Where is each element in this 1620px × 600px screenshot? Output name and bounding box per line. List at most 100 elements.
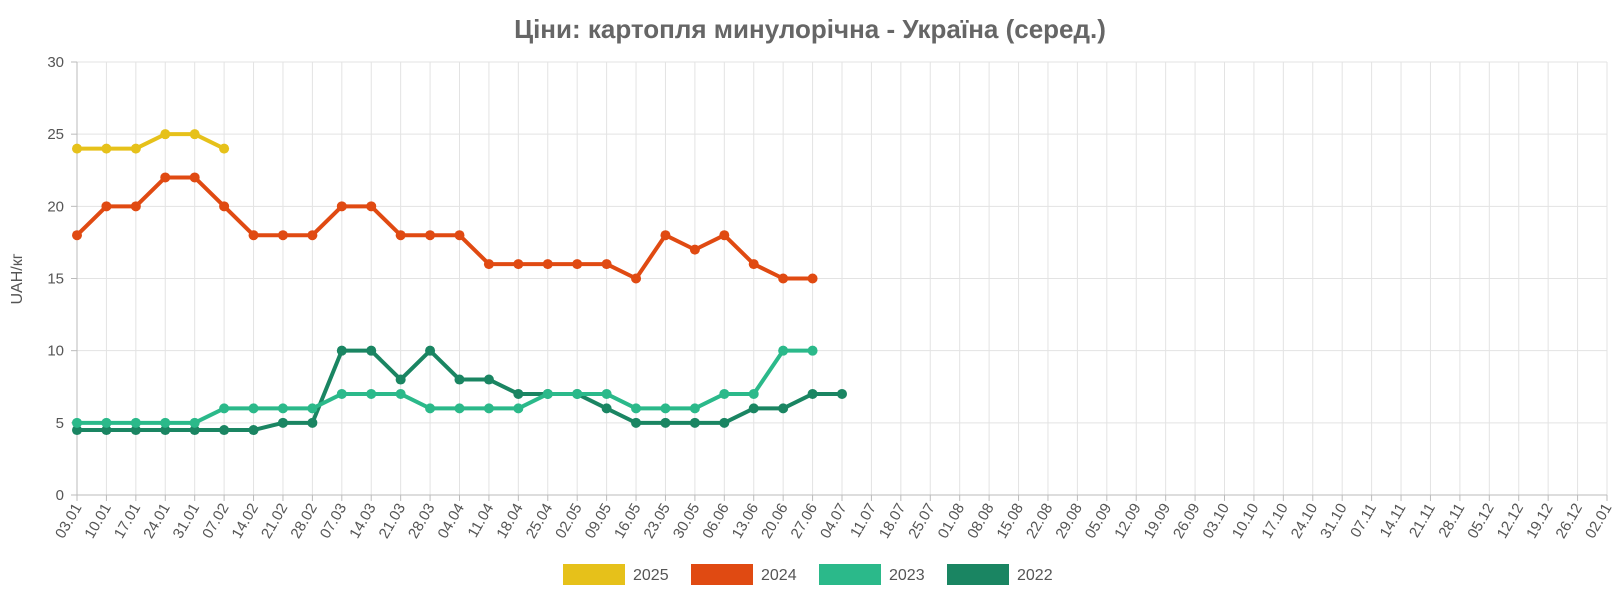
- data-point-2023[interactable]: [130, 417, 141, 428]
- data-point-2022[interactable]: [130, 425, 141, 436]
- data-point-2024[interactable]: [542, 259, 553, 270]
- data-point-2023[interactable]: [513, 403, 524, 414]
- data-point-2024[interactable]: [572, 259, 583, 270]
- data-point-2024[interactable]: [513, 259, 524, 270]
- x-tick-label: 09.05: [582, 501, 615, 542]
- data-point-2022[interactable]: [778, 403, 789, 414]
- data-point-2024[interactable]: [307, 230, 318, 241]
- x-tick-label: 01.08: [935, 501, 968, 542]
- data-point-2023[interactable]: [483, 403, 494, 414]
- data-point-2022[interactable]: [72, 425, 82, 436]
- x-tick-label: 18.04: [493, 501, 526, 542]
- data-point-2022[interactable]: [483, 374, 494, 385]
- data-point-2022[interactable]: [248, 425, 259, 436]
- x-tick-label: 26.09: [1170, 501, 1203, 542]
- data-point-2023[interactable]: [366, 388, 377, 399]
- data-point-2023[interactable]: [160, 417, 171, 428]
- data-point-2025[interactable]: [189, 129, 200, 140]
- data-point-2024[interactable]: [248, 230, 259, 241]
- data-point-2022[interactable]: [307, 417, 318, 428]
- data-point-2024[interactable]: [72, 230, 82, 241]
- data-point-2024[interactable]: [189, 172, 200, 183]
- data-point-2022[interactable]: [601, 403, 612, 414]
- data-point-2024[interactable]: [689, 244, 700, 255]
- data-point-2023[interactable]: [542, 388, 553, 399]
- x-tick-label: 30.05: [670, 501, 703, 542]
- data-point-2023[interactable]: [689, 403, 700, 414]
- data-point-2023[interactable]: [336, 388, 347, 399]
- data-point-2024[interactable]: [748, 259, 759, 270]
- data-point-2022[interactable]: [425, 345, 436, 356]
- data-point-2025[interactable]: [219, 143, 230, 154]
- legend-item-2024[interactable]: 2024: [691, 564, 797, 585]
- data-point-2022[interactable]: [336, 345, 347, 356]
- data-point-2023[interactable]: [631, 403, 642, 414]
- data-point-2022[interactable]: [366, 345, 377, 356]
- data-point-2022[interactable]: [689, 417, 700, 428]
- data-point-2023[interactable]: [748, 388, 759, 399]
- data-point-2024[interactable]: [277, 230, 288, 241]
- data-point-2024[interactable]: [101, 201, 112, 212]
- data-point-2025[interactable]: [160, 129, 171, 140]
- data-point-2025[interactable]: [130, 143, 141, 154]
- data-point-2022[interactable]: [837, 388, 847, 399]
- data-point-2023[interactable]: [307, 403, 318, 414]
- data-point-2022[interactable]: [160, 425, 171, 436]
- data-point-2022[interactable]: [660, 417, 671, 428]
- data-point-2023[interactable]: [778, 345, 789, 356]
- data-point-2024[interactable]: [130, 201, 141, 212]
- legend-label: 2025: [633, 567, 669, 584]
- x-tick-label: 25.07: [905, 501, 938, 542]
- data-point-2024[interactable]: [219, 201, 230, 212]
- x-tick-label: 17.10: [1258, 501, 1291, 542]
- data-point-2023[interactable]: [219, 403, 230, 414]
- x-tick-label: 06.06: [699, 501, 732, 542]
- legend-item-2022[interactable]: 2022: [947, 564, 1053, 585]
- data-point-2024[interactable]: [631, 273, 642, 284]
- legend-item-2025[interactable]: 2025: [563, 564, 669, 585]
- data-point-2022[interactable]: [748, 403, 759, 414]
- data-point-2023[interactable]: [277, 403, 288, 414]
- x-tick-label: 03.01: [52, 501, 85, 542]
- data-point-2023[interactable]: [72, 417, 82, 428]
- legend-item-2023[interactable]: 2023: [819, 564, 925, 585]
- data-point-2022[interactable]: [719, 417, 730, 428]
- data-point-2024[interactable]: [366, 201, 377, 212]
- data-point-2023[interactable]: [601, 388, 612, 399]
- data-point-2025[interactable]: [72, 143, 82, 154]
- data-point-2022[interactable]: [101, 425, 112, 436]
- data-point-2024[interactable]: [160, 172, 171, 183]
- data-point-2024[interactable]: [336, 201, 347, 212]
- data-point-2024[interactable]: [601, 259, 612, 270]
- data-point-2024[interactable]: [483, 259, 494, 270]
- data-point-2022[interactable]: [631, 417, 642, 428]
- data-point-2024[interactable]: [454, 230, 465, 241]
- data-point-2022[interactable]: [189, 425, 200, 436]
- data-point-2023[interactable]: [425, 403, 436, 414]
- data-point-2023[interactable]: [395, 388, 406, 399]
- data-point-2023[interactable]: [807, 345, 818, 356]
- data-point-2022[interactable]: [513, 388, 524, 399]
- x-tick-label: 07.11: [1347, 501, 1380, 541]
- y-tick-label: 25: [47, 126, 64, 143]
- data-point-2023[interactable]: [189, 417, 200, 428]
- data-point-2023[interactable]: [248, 403, 259, 414]
- data-point-2022[interactable]: [219, 425, 230, 436]
- data-point-2024[interactable]: [778, 273, 789, 284]
- data-point-2024[interactable]: [807, 273, 818, 284]
- data-point-2022[interactable]: [807, 388, 818, 399]
- data-point-2024[interactable]: [660, 230, 671, 241]
- data-point-2023[interactable]: [101, 417, 112, 428]
- data-point-2023[interactable]: [719, 388, 730, 399]
- data-point-2023[interactable]: [572, 388, 583, 399]
- data-point-2024[interactable]: [425, 230, 436, 241]
- data-point-2024[interactable]: [395, 230, 406, 241]
- data-point-2023[interactable]: [660, 403, 671, 414]
- data-point-2023[interactable]: [454, 403, 465, 414]
- data-point-2022[interactable]: [277, 417, 288, 428]
- data-point-2022[interactable]: [454, 374, 465, 385]
- data-point-2024[interactable]: [719, 230, 730, 241]
- data-point-2022[interactable]: [395, 374, 406, 385]
- data-point-2025[interactable]: [101, 143, 112, 154]
